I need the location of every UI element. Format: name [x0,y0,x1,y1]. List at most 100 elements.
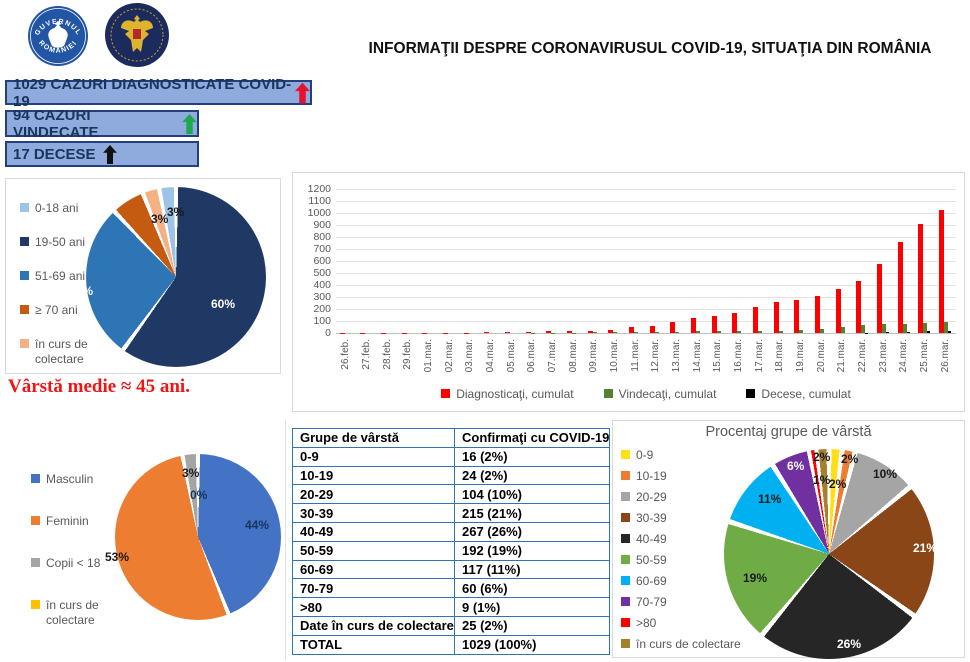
age-decade-pie-legend-item: >80 [621,616,741,631]
age-decade-pie-data-label: 2% [841,452,859,466]
table-cell: 117 (11%) [453,559,611,580]
table-row: 70-79 60 (6%) [292,578,611,599]
bar-diagnosticati [587,331,593,333]
table-cell: 16 (2%) [453,446,611,467]
x-axis-tick-label: 23.mar. [877,339,889,373]
table-row: 0-9 16 (2%) [292,446,611,467]
legend-swatch-icon [20,237,29,246]
y-axis-tick-label: 1200 [307,183,331,195]
bar-diagnosticati [339,332,345,333]
x-axis-tick-label: 12.mar. [650,339,662,373]
bar-vindecati [778,330,783,333]
legend-swatch-icon [31,558,40,567]
age-groups-pie-data-label: 28% [69,284,94,298]
table-cell: 215 (21%) [453,503,611,523]
bar-group [832,189,853,333]
age-groups-pie-legend-item: 19-50 ani [20,235,96,250]
guvernul-romaniei-logo: GUVERNUL ROMÂNIEI [28,6,88,66]
legend-swatch-icon [621,450,630,459]
arrow-up-icon [102,144,117,164]
table-cell: 20-29 [292,484,455,505]
bar-decese [865,332,869,333]
stat-deaths-label: 17 DECESE [13,145,96,163]
table-row: 50-59 192 (19%) [292,540,611,561]
age-decade-pie-legend-item: 10-19 [621,469,741,484]
bar-diagnosticati [732,312,738,333]
bar-vindecati [840,326,845,333]
y-axis-tick-label: 100 [313,315,331,327]
page-title: INFORMAŢII DESPRE CORONAVIRUSUL COVID-19… [368,40,932,57]
bar-decese [885,332,889,333]
y-axis-tick-label: 900 [313,219,331,231]
gridline [336,273,956,274]
x-axis-tick-label: 18.mar. [774,339,786,373]
legend-swatch-icon [621,597,630,606]
age-decade-pie-legend-item: 0-9 [621,448,741,463]
table-cell: 70-79 [292,578,455,599]
x-axis-tick-label: 10.mar. [609,339,620,373]
x-axis-tick-label: 09.mar. [588,339,600,373]
y-axis-tick-label: 1000 [307,207,331,219]
bar-group [935,189,956,333]
bar-diagnosticati [918,224,924,333]
bar-legend-item: Decese, cumulat [746,387,851,402]
age-decade-pie-legend-item: 60-69 [621,574,741,589]
age-decade-pie-legend-item: 20-29 [621,490,741,505]
age-decade-pie-pie [724,449,934,659]
bar-diagnosticati [442,332,448,333]
age-decade-pie-legend-item: 50-59 [621,553,741,568]
gender-pie-data-label: 44% [245,518,270,532]
table-row: 20-29 104 (10%) [292,484,611,505]
legend-swatch-icon [31,516,40,525]
bar-legend-label: Decese, cumulat [761,387,851,401]
age-groups-pie-legend-item: în curs de colectare [20,337,96,367]
bar-vindecati [819,329,824,333]
age-groups-pie-legend-label: 51-69 ani [35,269,86,283]
age-decade-pie-legend-label: 10-19 [636,469,667,483]
table-cell: >80 [292,597,455,617]
stat-box-deaths: 17 DECESE [5,141,199,167]
age-groups-pie-pie [86,187,266,367]
gender-pie-legend-item: Masculin [31,472,107,487]
table-cell: 50-59 [292,540,455,561]
bar-group [522,189,543,333]
gridline [336,225,956,226]
bar-diagnosticati [504,332,510,333]
table-cell: Date în curs de colectare [292,615,455,636]
legend-swatch-icon [621,618,630,627]
legend-swatch-icon [20,305,29,314]
bar-diagnosticati [752,306,758,333]
table-cell: 1029 (100%) [453,634,611,655]
bar-diagnosticati [628,327,634,333]
bar-group [481,189,502,333]
bar-diagnosticati [690,318,696,333]
average-age-note: Vârstă medie ≈ 45 ani. [8,376,190,397]
table-cell: 24 (2%) [453,465,611,486]
table-cell: 60 (6%) [453,578,611,599]
stat-box-diagnosed: 1029 CAZURI DIAGNOSTICATE COVID-19 [5,76,312,110]
gender-pie-legend-item: Feminin [31,514,107,529]
bar-diagnosticati [938,209,944,333]
gender-pie-legend-item: Copii < 18 [31,556,107,571]
age-groups-pie-legend-label: 0-18 ani [35,201,79,215]
table-cell: 60-69 [292,559,455,580]
age-decade-pie-legend-label: >80 [636,616,657,630]
bar-group [357,189,378,333]
gender-pie-legend-label: Masculin [46,472,94,486]
bar-diagnosticati [670,321,676,333]
guvernul-romaniei-logo-image: GUVERNUL ROMÂNIEI [28,6,88,66]
bar-group [915,189,936,333]
bar-group [687,189,708,333]
bar-group [336,189,357,333]
age-decade-pie-data-label: 1% [813,473,831,487]
x-axis-tick-label: 02.mar. [443,339,455,373]
table-cell: 0-9 [292,446,455,467]
table-cell: 9 (1%) [453,597,611,617]
table-cell: 40-49 [292,521,455,542]
age-decade-pie-legend-label: 20-29 [636,490,667,504]
gender-pie-pie [115,454,281,620]
bar-legend-label: Diagnosticaţi, cumulat [456,387,574,401]
mai-logo-image [105,3,169,67]
x-axis-tick-label: 11.mar. [629,339,641,372]
